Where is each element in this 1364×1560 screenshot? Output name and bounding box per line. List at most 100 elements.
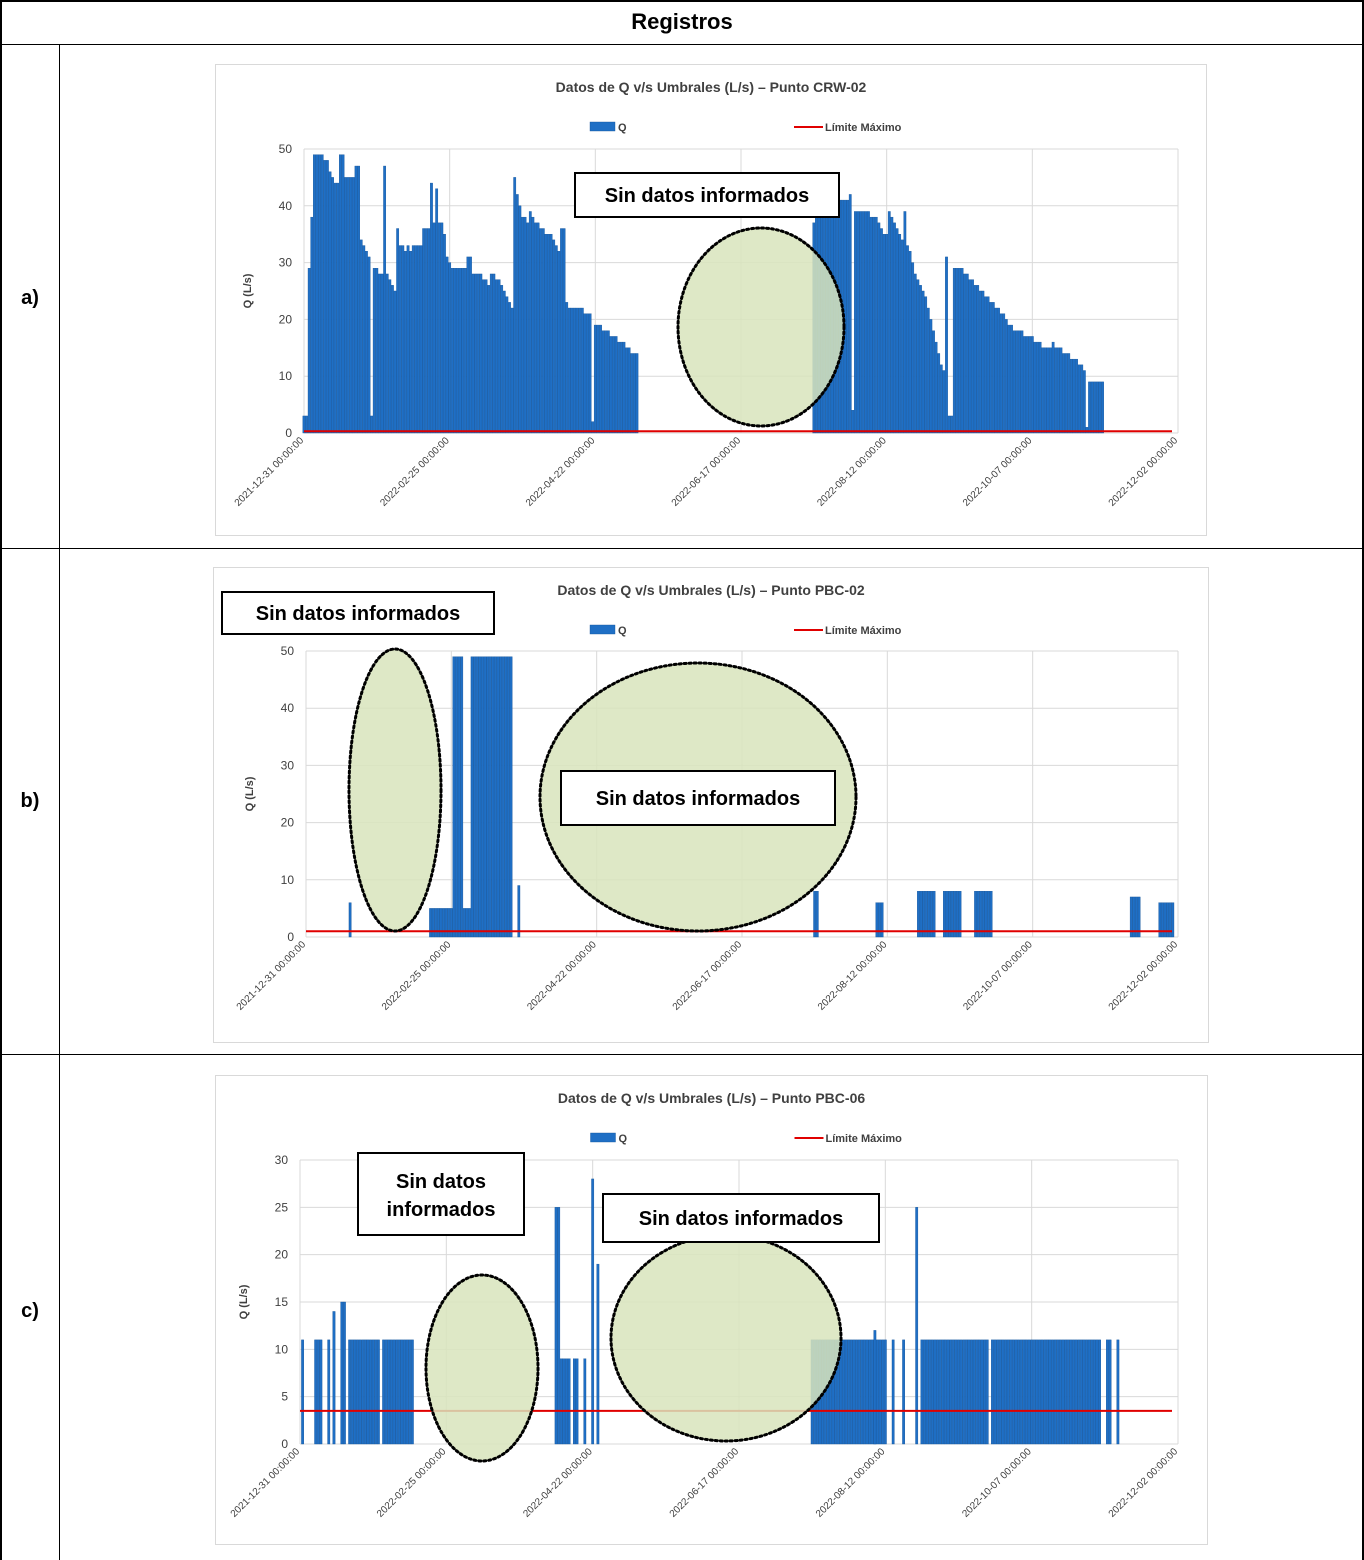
bar-q [1080, 364, 1084, 434]
bar-q [949, 1339, 953, 1445]
bar-q [363, 1339, 367, 1445]
bar-q [1006, 1339, 1010, 1445]
bar-q [449, 908, 453, 938]
bar-q [437, 222, 441, 434]
bar-q [442, 908, 445, 938]
bar-q [979, 891, 983, 938]
bar-q [1166, 902, 1169, 938]
bar-q [1053, 1339, 1057, 1445]
chart-title: Datos de Q v/s Umbrales (L/s) – Punto CR… [556, 79, 867, 95]
bar-q [876, 1339, 879, 1445]
chart-pbc-06-svg: Datos de Q v/s Umbrales (L/s) – Punto PB… [229, 1090, 1181, 1520]
bar-q [978, 290, 982, 434]
bar-q [860, 1339, 864, 1445]
bar-q [1030, 1339, 1034, 1445]
bar-q [344, 177, 347, 434]
bar-q [307, 268, 311, 434]
bar-q [372, 268, 376, 434]
bar-q [406, 245, 410, 434]
bar-q [461, 268, 465, 434]
bar-q [928, 1339, 932, 1445]
bar-q [357, 165, 360, 434]
legend-swatch-q [589, 121, 616, 132]
bar-q [941, 1339, 945, 1445]
bar-q [946, 1339, 950, 1445]
bar-q [486, 656, 490, 938]
x-tick-label: 2022-12-02 00:00:00 [1107, 939, 1181, 1013]
bar-q [960, 268, 964, 434]
table-border-right [1362, 0, 1364, 1560]
bar-q [908, 251, 912, 434]
y-tick-label: 0 [287, 930, 294, 944]
bar-q [445, 256, 449, 434]
bar-q [1085, 427, 1089, 434]
bar-q [361, 1339, 365, 1445]
bar-q [456, 268, 459, 434]
bar-q [531, 216, 535, 434]
bar-q [1158, 902, 1162, 938]
x-tick-label: 2022-08-12 00:00:00 [815, 435, 889, 509]
bar-q [314, 1339, 318, 1445]
bar-q [401, 245, 405, 434]
bar-q [885, 233, 889, 434]
no-data-callout: Sin datos informados [357, 1152, 525, 1236]
bar-q [847, 1339, 851, 1445]
bar-q [596, 324, 600, 434]
x-tick-label: 2022-06-17 00:00:00 [671, 939, 745, 1013]
bar-q [627, 347, 631, 434]
bar-q [375, 268, 379, 434]
y-tick-label: 30 [281, 758, 295, 772]
no-data-ellipse [347, 647, 443, 933]
y-tick-label: 0 [285, 426, 292, 440]
bar-q [1019, 1339, 1023, 1445]
bar-q [846, 199, 850, 434]
bar-q [916, 279, 920, 434]
bar-q [1023, 336, 1026, 434]
bar-q [500, 285, 504, 434]
bar-q [883, 1339, 887, 1445]
bar-q [346, 177, 350, 434]
bar-q [583, 313, 587, 434]
row-label-c: c) [21, 1300, 39, 1322]
bar-q [508, 302, 511, 434]
bar-q [544, 233, 548, 434]
bar-q [604, 330, 608, 434]
bar-q [911, 262, 915, 434]
bar-q [1010, 324, 1013, 434]
bar-q [348, 1339, 352, 1445]
y-tick-label: 5 [281, 1390, 288, 1404]
bar-q [1009, 1339, 1013, 1445]
bar-q [967, 1339, 971, 1445]
legend-label-limit: Límite Máximo [825, 122, 902, 134]
bar-q [430, 182, 433, 434]
bar-q [951, 1339, 955, 1445]
bar-q [929, 319, 933, 434]
callout-box [357, 1152, 525, 1236]
bar-q [1137, 896, 1141, 938]
no-data-callout: Sin datos informados [574, 172, 840, 218]
bar-q [973, 285, 977, 434]
bar-q [482, 279, 485, 434]
bar-q [1040, 1339, 1044, 1445]
callout-text: Sin datos informados [639, 1208, 843, 1230]
bar-q [635, 353, 639, 434]
bar-q [813, 891, 817, 938]
bar-q [565, 302, 569, 434]
bar-q [384, 1339, 388, 1445]
bar-q [463, 268, 467, 434]
x-tick-label: 2022-02-25 00:00:00 [378, 435, 452, 509]
bar-q [865, 1339, 869, 1445]
bar-q [501, 656, 505, 938]
bar-q [575, 307, 579, 434]
bar-q [986, 296, 990, 434]
bar-q [878, 1339, 882, 1445]
bar-q [959, 1339, 963, 1445]
bar-q [1041, 347, 1045, 434]
bar-q [323, 160, 327, 434]
bar-q [622, 341, 626, 434]
bar-q [923, 1339, 926, 1445]
bar-q [431, 908, 435, 938]
bar-q [1012, 330, 1016, 434]
bar-q [432, 222, 436, 434]
y-tick-label: 30 [275, 1153, 289, 1167]
